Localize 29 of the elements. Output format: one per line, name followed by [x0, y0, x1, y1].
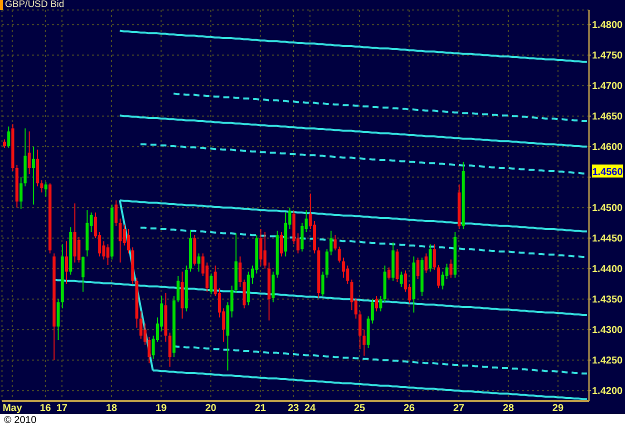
y-tick-label: 1.4250: [592, 356, 624, 367]
x-tick-label: May: [2, 403, 22, 414]
y-tick-label: 1.4200: [592, 386, 624, 398]
y-tick-label: 1.4350: [592, 294, 624, 306]
y-tick-label: 1.4750: [592, 50, 624, 62]
y-tick-label: 1.4700: [592, 81, 624, 92]
annotation: 1.4560: [592, 166, 624, 178]
x-tick-label: 21: [254, 403, 266, 414]
x-tick-label: 25: [354, 403, 366, 414]
y-tick-label: 1.4500: [592, 203, 624, 214]
y-tick-label: 1.4450: [592, 234, 624, 245]
x-tick-label: 29: [552, 403, 564, 414]
chart-title: GBP/USD Bid: [5, 0, 64, 10]
x-tick-label: 26: [404, 403, 416, 414]
text: © 2010: [4, 415, 36, 427]
x-tick-label: 16: [40, 403, 52, 414]
x-tick-label: 18: [106, 403, 118, 414]
y-tick-label: 1.4650: [592, 112, 624, 123]
x-tick-label: 23: [288, 403, 300, 414]
y-tick-label: 1.4400: [592, 264, 624, 276]
y-tick-label: 1.4600: [592, 142, 624, 154]
x-tick-label: 20: [205, 403, 217, 414]
x-tick-label: 28: [502, 403, 514, 414]
x-tick-label: 17: [56, 403, 68, 414]
y-tick-label: 1.4300: [592, 325, 624, 336]
x-tick-label: 27: [453, 403, 465, 414]
y-tick-label: 1.4800: [592, 20, 624, 32]
x-tick-label: 19: [156, 403, 168, 414]
x-tick-label: 24: [304, 403, 316, 414]
